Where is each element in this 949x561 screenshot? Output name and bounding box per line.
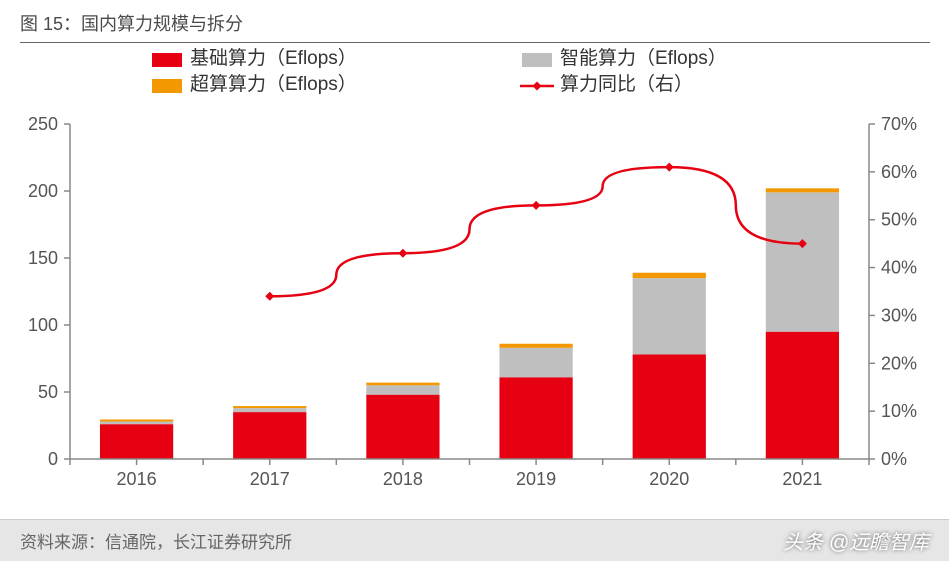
- xlabel: 2017: [250, 469, 290, 489]
- ylabel-right: 70%: [881, 114, 917, 134]
- bar-segment: [366, 385, 439, 394]
- xlabel: 2016: [117, 469, 157, 489]
- figure-footer: 资料来源：信通院，长江证券研究所 头条 @远瞻智库: [0, 519, 949, 561]
- bar-segment: [100, 424, 173, 459]
- ylabel-right: 40%: [881, 258, 917, 278]
- bar-segment: [766, 192, 839, 331]
- bar-segment: [366, 383, 439, 386]
- ylabel-right: 10%: [881, 401, 917, 421]
- bar-segment: [233, 408, 306, 412]
- bar-segment: [499, 348, 572, 377]
- xlabel: 2021: [782, 469, 822, 489]
- ylabel-left: 50: [38, 382, 58, 402]
- source-block: 资料来源：信通院，长江证券研究所: [20, 528, 292, 553]
- xlabel: 2019: [516, 469, 556, 489]
- ylabel-right: 30%: [881, 305, 917, 325]
- title-prefix: 图 15：: [20, 14, 81, 34]
- bar-segment: [633, 278, 706, 354]
- bar-segment: [766, 332, 839, 459]
- watermark-prefix: 头条: [783, 532, 823, 554]
- ylabel-left: 250: [28, 114, 58, 134]
- ylabel-left: 150: [28, 248, 58, 268]
- legend-smart-label: 智能算力（Eflops）: [560, 47, 727, 69]
- ylabel-left: 100: [28, 315, 58, 335]
- bar-segment: [766, 188, 839, 192]
- legend-smart-swatch: [522, 53, 552, 67]
- title-text: 国内算力规模与拆分: [81, 14, 243, 34]
- source-text: 信通院，长江证券研究所: [105, 533, 292, 552]
- legend-super-swatch: [152, 79, 182, 93]
- ylabel-left: 200: [28, 181, 58, 201]
- bar-segment: [499, 344, 572, 348]
- ylabel-right: 0%: [881, 449, 907, 469]
- bar-segment: [100, 419, 173, 421]
- ylabel-right: 20%: [881, 353, 917, 373]
- figure-title: 图 15：国内算力规模与拆分: [20, 10, 930, 43]
- bar-segment: [499, 377, 572, 459]
- xlabel: 2018: [383, 469, 423, 489]
- source-label: 资料来源：: [20, 533, 105, 552]
- bar-segment: [233, 406, 306, 408]
- bar-segment: [100, 421, 173, 424]
- bar-segment: [633, 354, 706, 459]
- ylabel-left: 0: [48, 449, 58, 469]
- legend-growth-label: 算力同比（右）: [560, 73, 693, 95]
- ylabel-right: 60%: [881, 162, 917, 182]
- ylabel-right: 50%: [881, 210, 917, 230]
- bar-segment: [366, 395, 439, 459]
- chart-svg: 基础算力（Eflops） 智能算力（Eflops） 超算算力（Eflops） 算力同比…: [0, 44, 949, 504]
- legend-basic-label: 基础算力（Eflops）: [190, 47, 357, 69]
- figure-container: 图 15：国内算力规模与拆分 基础算力（Eflops） 智能算力（Eflops） 超…: [0, 0, 949, 561]
- watermark: 头条 @远瞻智库: [783, 526, 929, 555]
- legend-basic-swatch: [152, 53, 182, 67]
- watermark-text: @远瞻智库: [829, 532, 929, 554]
- legend-super-label: 超算算力（Eflops）: [190, 73, 357, 95]
- chart-area: 基础算力（Eflops） 智能算力（Eflops） 超算算力（Eflops） 算力同比…: [0, 44, 949, 504]
- bar-segment: [633, 273, 706, 278]
- xlabel: 2020: [649, 469, 689, 489]
- bar-segment: [233, 412, 306, 459]
